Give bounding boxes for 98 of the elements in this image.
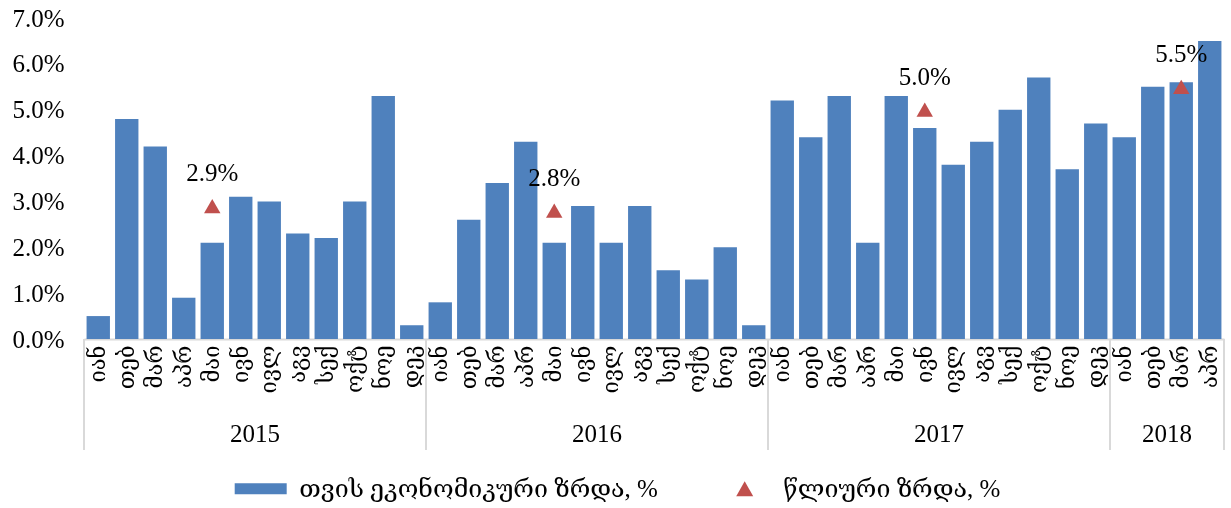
x-tick-label: აგვ	[626, 345, 652, 383]
bar	[257, 201, 281, 339]
x-tick-label: მაი	[883, 345, 909, 383]
x-tick-label: იან	[85, 345, 111, 383]
x-tick-label: ივნ	[911, 345, 937, 383]
x-tick-label: აპრ	[1196, 345, 1222, 389]
x-tick-label: აპრ	[854, 345, 880, 389]
bar	[770, 100, 794, 339]
bar	[713, 247, 737, 339]
x-tick-label: მაი	[199, 345, 225, 383]
text: 2018	[1142, 420, 1192, 447]
x-tick-label: ოქტ	[683, 345, 709, 393]
x-tick-label: დეკ	[1082, 345, 1108, 389]
x-tick-label: ივლ	[598, 345, 624, 394]
y-tick-label: 0.0%	[12, 325, 65, 353]
y-tick-label: 1.0%	[12, 279, 65, 307]
bar	[86, 316, 110, 339]
bar	[884, 95, 908, 339]
x-tick-label: აპრ	[170, 345, 196, 389]
x-tick-label: სექ	[997, 345, 1023, 386]
point	[1173, 79, 1190, 94]
bar	[115, 118, 139, 339]
x-tick-label: მაი	[541, 345, 567, 383]
bar	[1027, 77, 1051, 339]
y-tick-label: 6.0%	[12, 50, 65, 78]
x-tick-label: თებ	[455, 345, 481, 390]
bar	[685, 279, 709, 339]
bar	[998, 109, 1022, 339]
point	[546, 203, 563, 218]
x-tick-label: აგვ	[968, 345, 994, 383]
bar	[571, 206, 595, 339]
bar	[200, 242, 224, 339]
bar	[628, 206, 652, 339]
y-tick-label: 7.0%	[12, 4, 65, 32]
y-tick-label: 3.0%	[12, 187, 65, 215]
x-tick-label: ივლ	[940, 345, 966, 394]
text: 2015	[230, 420, 280, 447]
y-tick-label: 2.0%	[12, 233, 65, 261]
bar	[799, 137, 823, 339]
x-tick-label: თებ	[797, 345, 823, 390]
bar	[1112, 137, 1136, 339]
x-tick-label: დეკ	[398, 345, 424, 389]
x-tick-label: ოქტ	[1025, 345, 1051, 393]
x-tick-label: მარ	[484, 345, 510, 389]
x-tick-label: ნოე	[370, 345, 396, 389]
data-label: 5.0%	[898, 62, 951, 90]
bar	[913, 128, 937, 339]
x-tick-label: ნოე	[712, 345, 738, 389]
bar	[485, 183, 509, 339]
point	[916, 102, 933, 117]
data-label: 2.9%	[186, 159, 239, 187]
x-tick-label: ივლ	[256, 345, 282, 394]
bar	[314, 238, 338, 339]
x-tick-label: იან	[1111, 345, 1137, 383]
x-tick-label: მარ	[142, 345, 168, 389]
bar	[742, 325, 766, 339]
x-tick-label: ივნ	[227, 345, 253, 383]
y-tick-label: 5.0%	[12, 96, 65, 124]
bar	[457, 219, 481, 339]
bar	[428, 302, 452, 339]
y-tick-label: 4.0%	[12, 142, 65, 170]
bar	[1169, 82, 1193, 339]
bar	[1055, 169, 1079, 339]
bar	[542, 242, 566, 339]
bar	[229, 196, 253, 339]
bar	[856, 242, 880, 339]
x-tick-label: მარ	[1168, 345, 1194, 389]
x-tick-label: აგვ	[284, 345, 310, 383]
bar	[1084, 123, 1108, 339]
bar	[172, 297, 196, 339]
x-tick-label: აპრ	[512, 345, 538, 389]
legend-label: თვის ეკონომიკური ზრდა, %	[299, 474, 658, 502]
x-tick-label: თებ	[113, 345, 139, 390]
text: 2016	[572, 420, 622, 447]
bar	[599, 242, 623, 339]
bar	[371, 95, 395, 339]
bar	[941, 164, 965, 339]
bar	[827, 95, 851, 339]
bar	[656, 270, 680, 339]
x-tick-label: სექ	[313, 345, 339, 386]
x-tick-label: ოქტ	[341, 345, 367, 393]
legend-label: წლიური ზრდა, %	[783, 474, 1001, 502]
bar	[286, 233, 310, 339]
point	[204, 198, 221, 214]
x-tick-label: დეკ	[740, 345, 766, 389]
bar	[143, 146, 167, 339]
x-tick-label: ნოე	[1054, 345, 1080, 389]
x-tick-label: იან	[427, 345, 453, 383]
bar	[970, 141, 994, 339]
text: 2017	[914, 420, 964, 447]
x-tick-label: მარ	[826, 345, 852, 389]
bar	[1141, 86, 1165, 339]
x-tick-label: თებ	[1139, 345, 1165, 390]
bar	[343, 201, 367, 339]
bar	[400, 325, 424, 339]
x-tick-label: ივნ	[569, 345, 595, 383]
x-tick-label: სექ	[655, 345, 681, 386]
x-tick-label: იან	[769, 345, 795, 383]
